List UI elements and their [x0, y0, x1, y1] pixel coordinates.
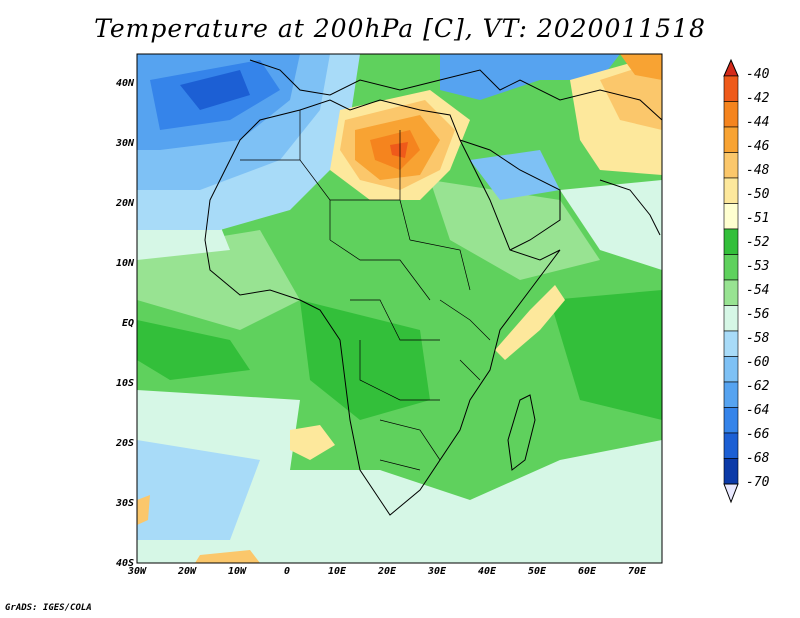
lat-label: 10S [115, 378, 134, 389]
colorbar-label: -48 [746, 163, 770, 178]
colorbar-swatch [723, 305, 739, 332]
colorbar-swatch [723, 101, 739, 128]
lon-label: 50E [527, 566, 547, 577]
colorbar [723, 58, 739, 504]
colorbar-swatch [723, 381, 739, 408]
colorbar-label: -46 [746, 139, 770, 154]
colorbar-label: -51 [746, 211, 770, 226]
lat-label: 10N [115, 258, 134, 269]
lat-label: 30S [115, 498, 134, 509]
colorbar-bottom-arrow [723, 483, 739, 504]
map-title: Temperature at 200hPa [C], VT: 202001151… [94, 14, 706, 43]
colorbar-label: -52 [746, 235, 770, 250]
colorbar-label: -58 [746, 331, 770, 346]
colorbar-label: -50 [746, 187, 770, 202]
colorbar-label: -44 [746, 115, 770, 130]
colorbar-swatch [723, 432, 739, 459]
map-frame [136, 53, 663, 564]
india-coastline [599, 179, 661, 236]
colorbar-swatch [723, 458, 739, 485]
lon-label: 30E [427, 566, 447, 577]
colorbar-swatch [723, 75, 739, 102]
lon-label: 30W [127, 566, 147, 577]
colorbar-label: -60 [746, 355, 770, 370]
colorbar-label: -40 [746, 67, 770, 82]
colorbar-swatch [723, 126, 739, 153]
lon-label: 40E [477, 566, 497, 577]
lat-label: 40N [115, 78, 134, 89]
lon-label: 20W [177, 566, 197, 577]
colorbar-swatch [723, 407, 739, 434]
grads-credit: GrADS: IGES/COLA [5, 603, 92, 613]
colorbar-swatch [723, 330, 739, 357]
lon-label: 60E [577, 566, 597, 577]
lat-label: 20S [115, 438, 134, 449]
lon-label: 10E [327, 566, 347, 577]
colorbar-swatch [723, 356, 739, 383]
lon-label: 20E [377, 566, 397, 577]
colorbar-swatch [723, 228, 739, 255]
colorbar-top-arrow [723, 58, 739, 77]
lon-label: 0 [283, 566, 291, 577]
colorbar-label: -68 [746, 451, 770, 466]
lon-label: 70E [627, 566, 647, 577]
colorbar-swatch [723, 254, 739, 281]
lat-label: 40S [115, 558, 134, 569]
lat-label: EQ [121, 318, 134, 329]
colorbar-swatch [723, 152, 739, 179]
colorbar-label: -62 [746, 379, 770, 394]
colorbar-swatch [723, 279, 739, 306]
colorbar-label: -42 [746, 91, 770, 106]
colorbar-label: -56 [746, 307, 770, 322]
colorbar-label: -66 [746, 427, 770, 442]
lat-label: 30N [115, 138, 134, 149]
colorbar-swatch [723, 177, 739, 204]
colorbar-swatch [723, 203, 739, 230]
colorbar-label: -53 [746, 259, 770, 274]
map-field [137, 54, 662, 563]
lat-label: 20N [115, 198, 134, 209]
country-borders [240, 110, 491, 471]
arabia-coastline [459, 139, 561, 251]
lon-label: 10W [227, 566, 247, 577]
africa-coastline [204, 99, 561, 516]
madagascar-coastline [507, 394, 536, 471]
colorbar-label: -54 [746, 283, 770, 298]
europe-coastline [249, 59, 663, 121]
colorbar-label: -70 [746, 475, 770, 490]
colorbar-label: -64 [746, 403, 770, 418]
